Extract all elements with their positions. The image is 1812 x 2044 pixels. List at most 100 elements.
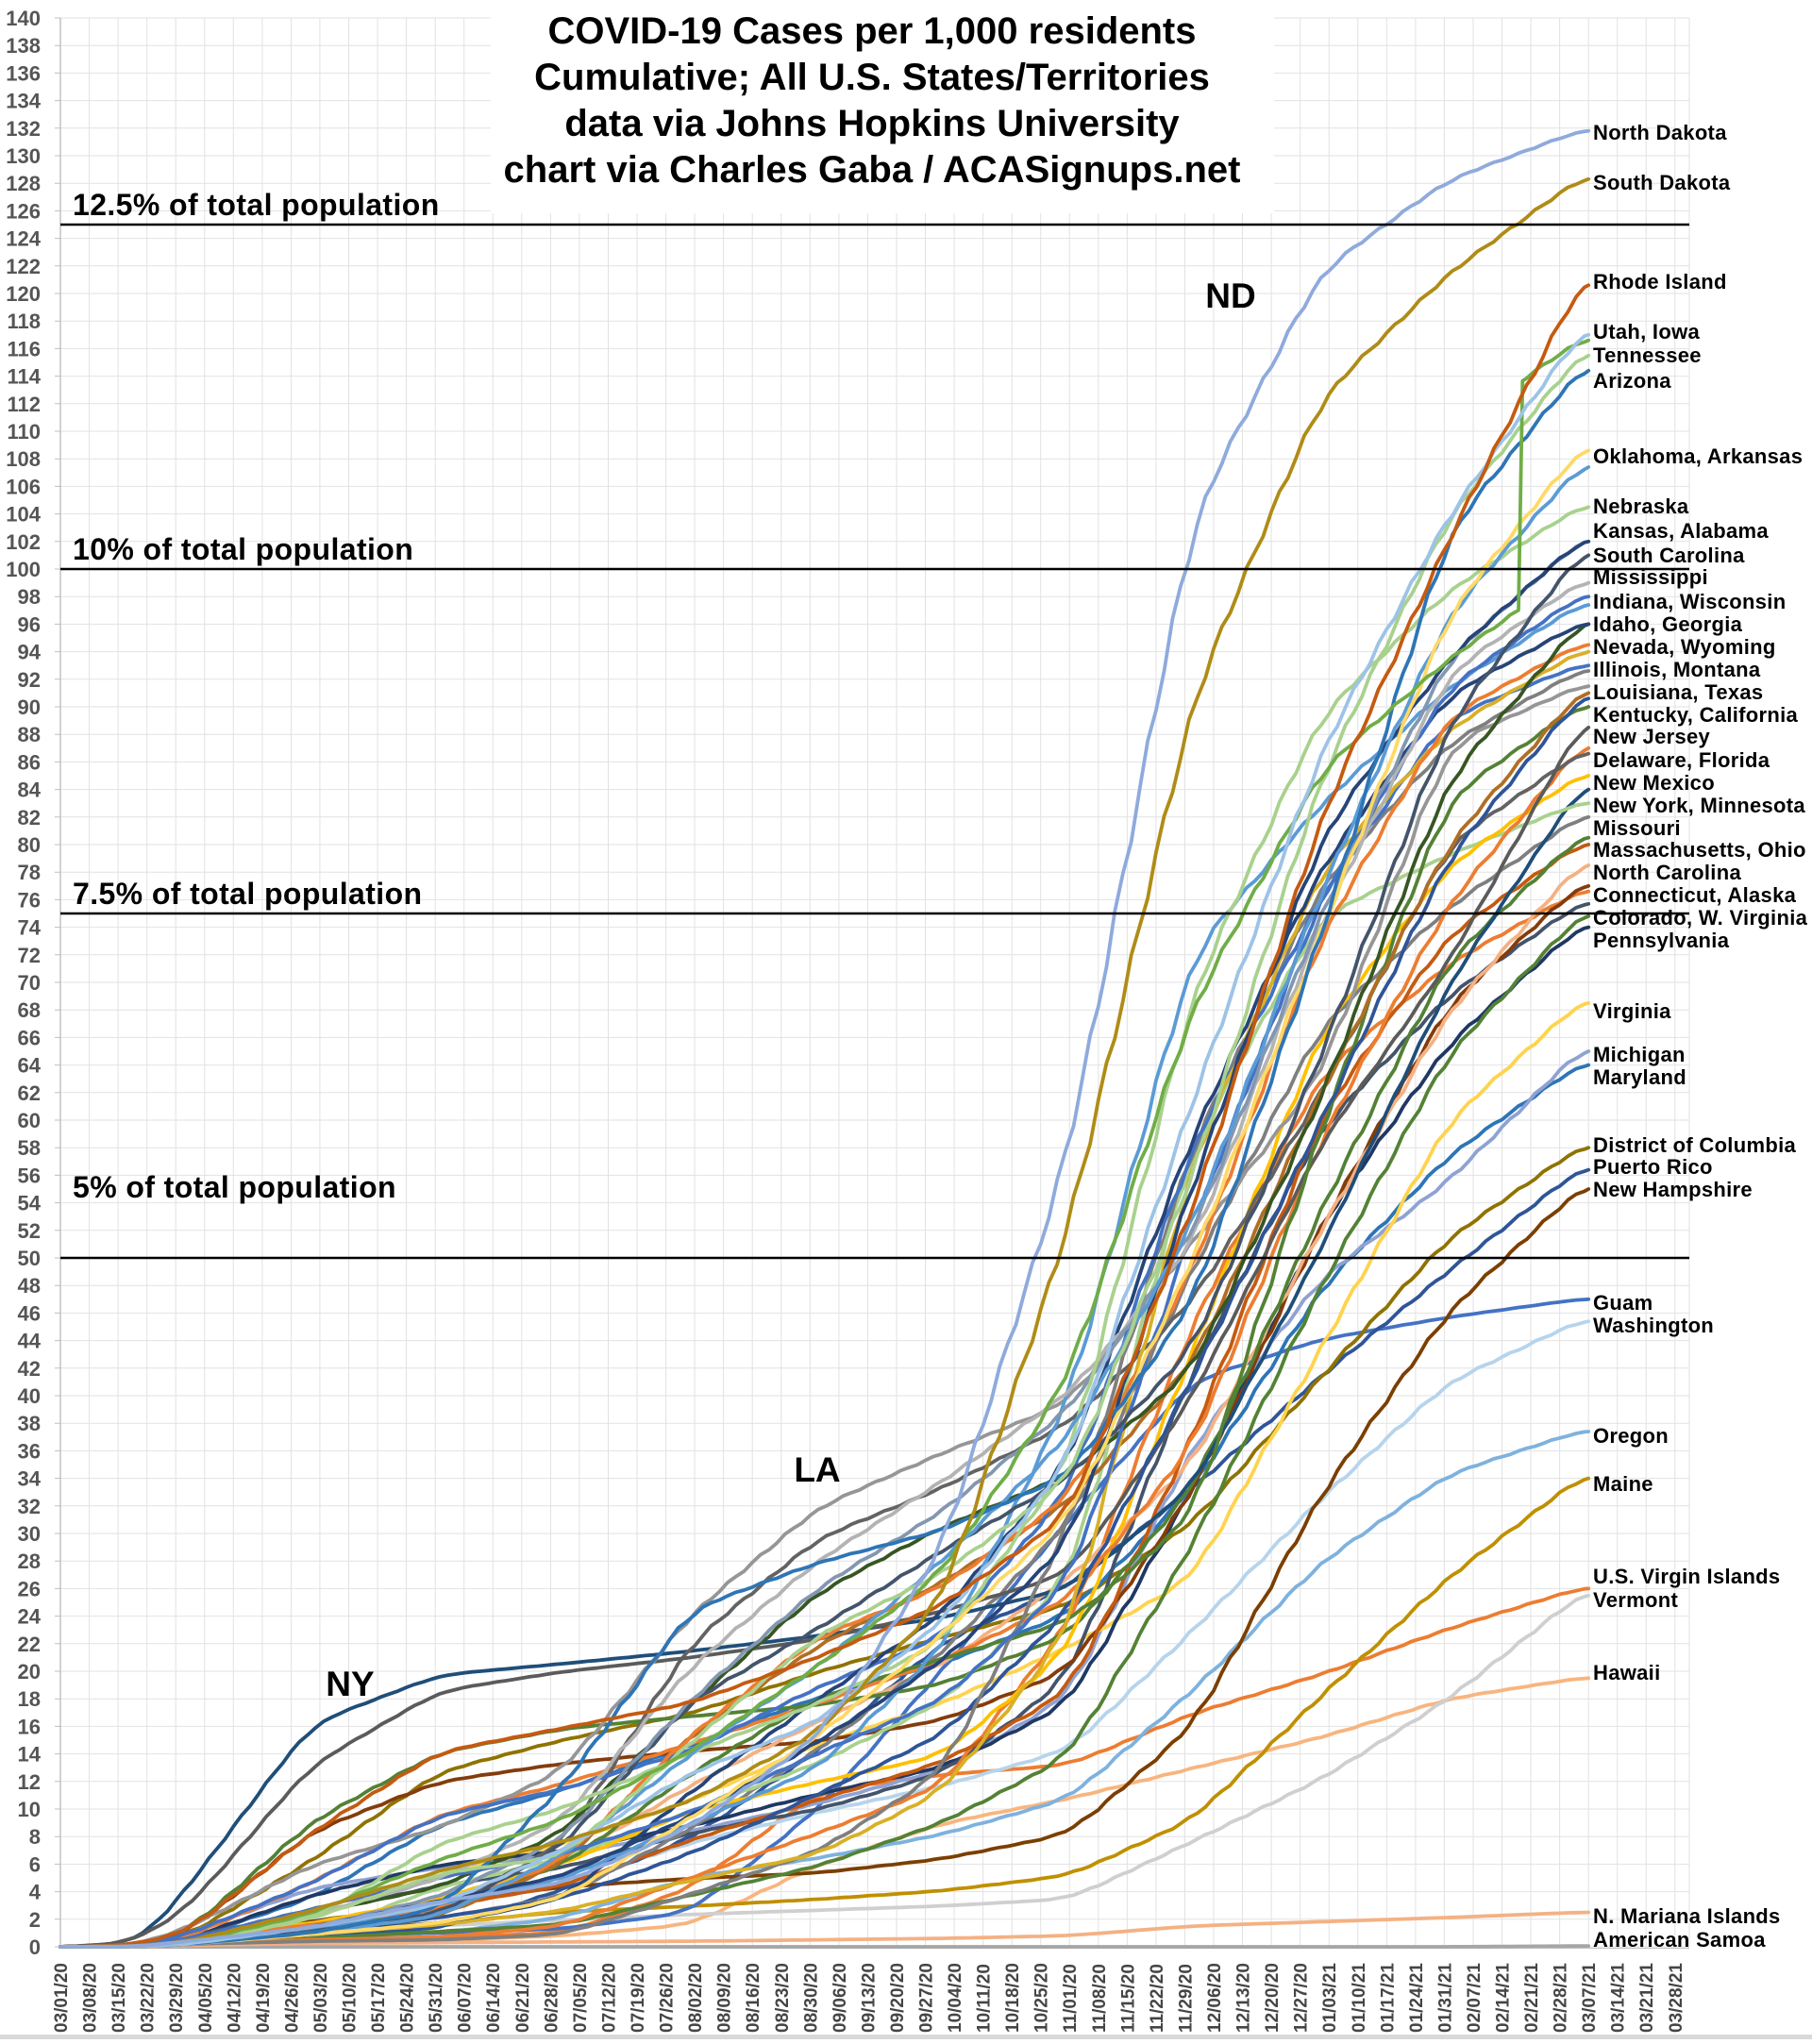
svg-text:22: 22: [18, 1633, 41, 1656]
svg-text:New Hampshire: New Hampshire: [1593, 1178, 1753, 1201]
svg-text:COVID-19 Cases per 1,000 resid: COVID-19 Cases per 1,000 residents: [547, 10, 1196, 52]
svg-text:18: 18: [18, 1687, 41, 1711]
svg-text:04/05/20: 04/05/20: [196, 1963, 216, 2033]
svg-text:Arizona: Arizona: [1593, 369, 1671, 393]
svg-text:data via Johns Hopkins Univers: data via Johns Hopkins University: [564, 103, 1180, 144]
svg-text:44: 44: [18, 1330, 42, 1353]
svg-text:10/11/20: 10/11/20: [975, 1964, 995, 2033]
svg-text:South Carolina: South Carolina: [1593, 544, 1745, 567]
svg-text:74: 74: [18, 916, 42, 940]
svg-text:06/21/20: 06/21/20: [513, 1963, 533, 2033]
svg-text:Oregon: Oregon: [1593, 1424, 1669, 1448]
svg-text:102: 102: [6, 530, 41, 554]
svg-text:56: 56: [18, 1164, 41, 1187]
svg-text:Pennsylvania: Pennsylvania: [1593, 929, 1730, 952]
svg-text:04/26/20: 04/26/20: [282, 1963, 302, 2033]
svg-text:08/02/20: 08/02/20: [686, 1963, 706, 2033]
svg-text:12/06/20: 12/06/20: [1205, 1963, 1225, 2033]
svg-text:46: 46: [18, 1301, 41, 1325]
svg-text:Louisiana, Texas: Louisiana, Texas: [1593, 680, 1763, 704]
svg-text:80: 80: [18, 833, 41, 857]
svg-text:07/12/20: 07/12/20: [600, 1963, 620, 2033]
svg-text:03/14/21: 03/14/21: [1609, 1963, 1629, 2033]
svg-text:07/26/20: 07/26/20: [658, 1963, 678, 2033]
svg-text:30: 30: [18, 1522, 41, 1546]
svg-text:09/13/20: 09/13/20: [859, 1963, 879, 2033]
svg-text:12/20/20: 12/20/20: [1263, 1963, 1283, 2033]
svg-text:05/10/20: 05/10/20: [341, 1963, 361, 2033]
svg-text:11/01/20: 11/01/20: [1061, 1964, 1081, 2033]
svg-text:05/24/20: 05/24/20: [398, 1963, 418, 2033]
svg-text:120: 120: [6, 282, 41, 306]
svg-text:11/08/20: 11/08/20: [1090, 1964, 1110, 2033]
svg-text:Kansas, Alabama: Kansas, Alabama: [1593, 519, 1769, 543]
svg-text:05/31/20: 05/31/20: [427, 1963, 446, 2033]
svg-text:58: 58: [18, 1136, 41, 1160]
svg-text:09/27/20: 09/27/20: [917, 1963, 937, 2033]
svg-text:01/03/21: 01/03/21: [1320, 1963, 1340, 2033]
svg-text:122: 122: [6, 255, 41, 278]
svg-text:Virginia: Virginia: [1593, 999, 1671, 1023]
svg-text:09/06/20: 09/06/20: [830, 1963, 850, 2033]
svg-text:72: 72: [18, 944, 41, 967]
svg-text:07/19/20: 07/19/20: [629, 1963, 648, 2033]
svg-text:Rhode Island: Rhode Island: [1593, 270, 1727, 293]
svg-text:12/27/20: 12/27/20: [1292, 1963, 1312, 2033]
svg-text:110: 110: [8, 420, 42, 444]
svg-text:10/18/20: 10/18/20: [1003, 1963, 1023, 2033]
svg-text:District of Columbia: District of Columbia: [1593, 1133, 1796, 1157]
svg-text:0: 0: [29, 1935, 41, 1959]
svg-text:ND: ND: [1205, 276, 1255, 315]
svg-text:12.5% of total population: 12.5% of total population: [73, 188, 440, 222]
svg-text:New Mexico: New Mexico: [1593, 771, 1715, 795]
svg-text:138: 138: [6, 34, 41, 58]
svg-text:12: 12: [18, 1770, 41, 1794]
svg-text:112: 112: [8, 393, 42, 416]
svg-text:136: 136: [6, 61, 41, 85]
svg-text:10/25/20: 10/25/20: [1032, 1963, 1052, 2033]
svg-text:86: 86: [18, 750, 41, 774]
svg-text:68: 68: [18, 998, 41, 1022]
svg-text:06/28/20: 06/28/20: [542, 1963, 562, 2033]
svg-text:48: 48: [18, 1274, 41, 1298]
svg-text:03/15/20: 03/15/20: [109, 1963, 129, 2033]
svg-text:Kentucky, California: Kentucky, California: [1593, 703, 1799, 727]
svg-text:116: 116: [8, 337, 42, 360]
svg-text:6: 6: [29, 1852, 41, 1876]
svg-text:04/19/20: 04/19/20: [254, 1963, 274, 2033]
svg-text:96: 96: [18, 612, 41, 636]
svg-text:114: 114: [8, 365, 42, 389]
svg-text:82: 82: [18, 806, 41, 829]
svg-text:76: 76: [18, 888, 41, 912]
svg-text:92: 92: [18, 668, 41, 692]
svg-text:07/05/20: 07/05/20: [571, 1963, 591, 2033]
svg-text:130: 130: [6, 144, 41, 168]
svg-text:38: 38: [18, 1412, 41, 1435]
svg-text:64: 64: [18, 1054, 42, 1078]
svg-text:Idaho, Georgia: Idaho, Georgia: [1593, 612, 1743, 636]
svg-text:11/15/20: 11/15/20: [1118, 1964, 1138, 2033]
svg-text:62: 62: [18, 1081, 41, 1105]
svg-text:98: 98: [18, 585, 41, 609]
svg-text:03/01/20: 03/01/20: [52, 1963, 72, 2033]
svg-text:Illinois, Montana: Illinois, Montana: [1593, 658, 1761, 681]
svg-text:108: 108: [6, 447, 41, 471]
svg-text:140: 140: [6, 7, 41, 30]
svg-text:04/12/20: 04/12/20: [225, 1963, 244, 2033]
svg-text:42: 42: [18, 1357, 41, 1381]
svg-text:02/07/21: 02/07/21: [1465, 1963, 1485, 2033]
svg-text:03/29/20: 03/29/20: [167, 1963, 187, 2033]
svg-text:06/07/20: 06/07/20: [456, 1963, 476, 2033]
svg-text:126: 126: [6, 199, 41, 223]
svg-text:84: 84: [18, 779, 42, 802]
svg-text:05/17/20: 05/17/20: [369, 1963, 389, 2033]
svg-text:Washington: Washington: [1593, 1314, 1714, 1337]
svg-text:01/31/21: 01/31/21: [1435, 1963, 1455, 2033]
svg-text:08/30/20: 08/30/20: [801, 1963, 821, 2033]
svg-text:NY: NY: [326, 1665, 375, 1703]
svg-text:Indiana, Wisconsin: Indiana, Wisconsin: [1593, 590, 1786, 613]
svg-text:06/14/20: 06/14/20: [484, 1963, 504, 2033]
svg-text:104: 104: [6, 503, 41, 527]
svg-text:Maine: Maine: [1593, 1472, 1653, 1496]
svg-text:124: 124: [6, 227, 41, 251]
